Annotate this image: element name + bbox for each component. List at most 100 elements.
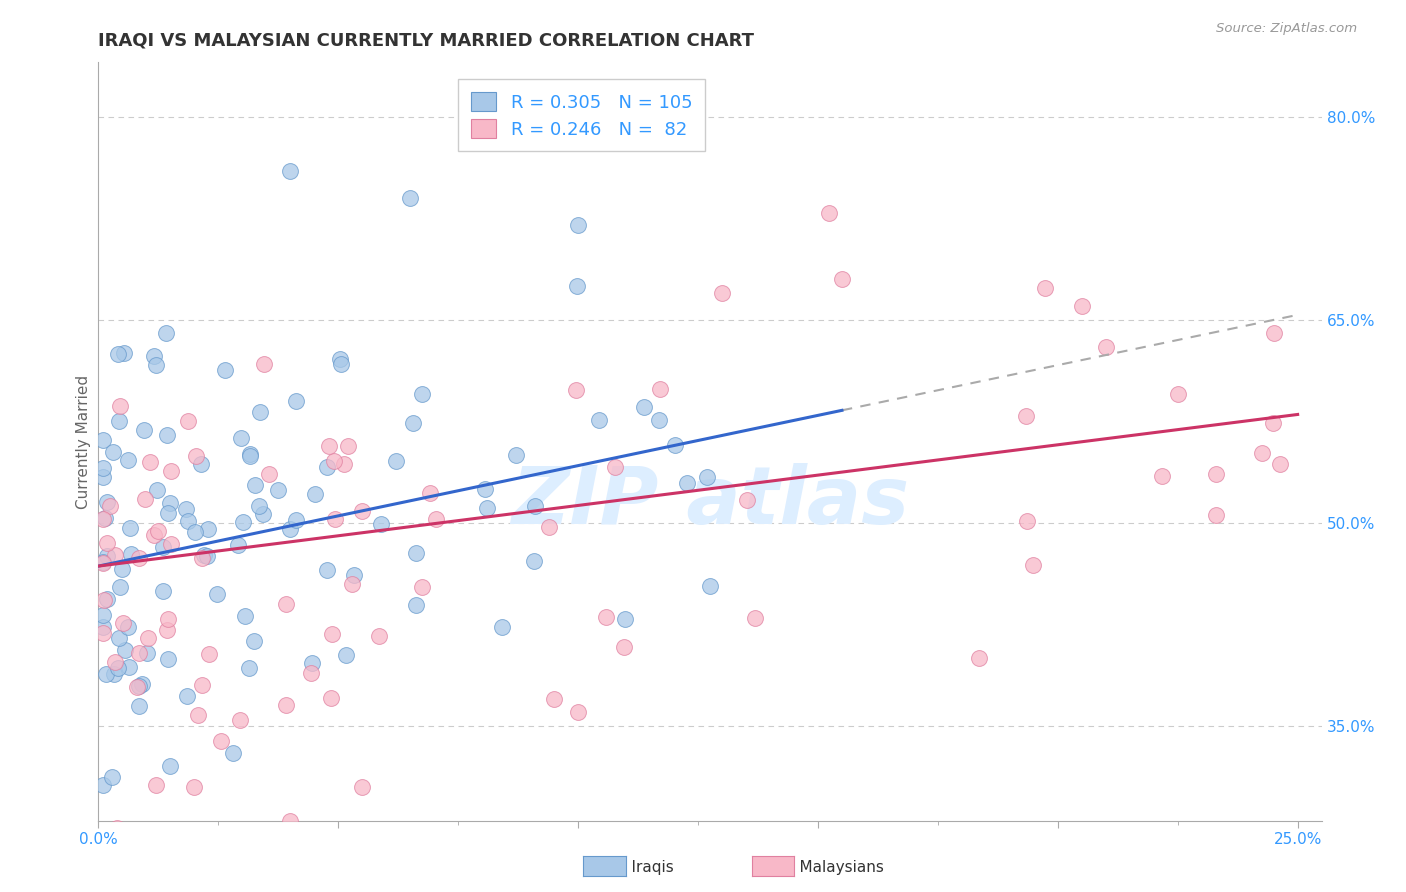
Point — [96, 549, 118, 563]
Point — [405, 598, 427, 612]
Point — [1152, 469, 1174, 483]
Text: ZIP atlas: ZIP atlas — [510, 463, 910, 541]
Point — [253, 357, 276, 371]
Point — [91, 608, 114, 623]
Point — [491, 620, 513, 634]
Point — [91, 469, 114, 483]
Point — [238, 661, 260, 675]
Point — [104, 655, 127, 669]
Point — [226, 538, 249, 552]
Point — [131, 677, 153, 691]
Point — [257, 467, 280, 481]
Point — [91, 778, 114, 792]
Point — [233, 609, 256, 624]
Point — [146, 483, 169, 497]
Text: Source: ZipAtlas.com: Source: ZipAtlas.com — [1216, 22, 1357, 36]
Point — [411, 580, 433, 594]
Point — [245, 478, 267, 492]
Point — [523, 554, 546, 568]
Point — [145, 358, 167, 372]
Point — [402, 417, 425, 431]
Text: Malaysians: Malaysians — [780, 860, 884, 874]
Point — [184, 524, 207, 539]
Point — [232, 515, 254, 529]
Point — [319, 690, 342, 705]
Point — [155, 326, 177, 340]
Point — [191, 678, 214, 692]
Point — [315, 459, 337, 474]
Point — [142, 835, 165, 849]
Point — [98, 499, 121, 513]
Point — [1015, 409, 1038, 423]
Point — [117, 620, 139, 634]
Point — [156, 427, 179, 442]
Point — [118, 520, 141, 534]
Point — [512, 833, 534, 847]
Point — [118, 659, 141, 673]
Point — [567, 278, 589, 293]
Point — [304, 487, 326, 501]
Point — [145, 779, 167, 793]
Point — [633, 400, 655, 414]
Point — [419, 486, 441, 500]
Point — [425, 512, 447, 526]
Point — [209, 734, 232, 748]
Point — [146, 524, 169, 538]
Point — [156, 623, 179, 637]
Point — [107, 661, 129, 675]
Point — [474, 482, 496, 496]
Point — [567, 218, 589, 232]
Point — [301, 656, 323, 670]
Point — [567, 706, 589, 720]
Point — [108, 580, 131, 594]
Point — [143, 349, 166, 363]
Point — [330, 358, 353, 372]
Point — [91, 461, 114, 475]
Point — [831, 272, 853, 286]
Point — [176, 689, 198, 703]
Point — [193, 549, 215, 563]
Point — [343, 568, 366, 582]
Y-axis label: Currently Married: Currently Married — [76, 375, 91, 508]
Point — [136, 646, 159, 660]
Point — [128, 646, 150, 660]
Point — [1205, 467, 1227, 481]
Point — [156, 652, 179, 666]
Point — [94, 666, 117, 681]
Point — [247, 499, 270, 513]
Point — [107, 347, 129, 361]
Point — [96, 592, 118, 607]
Point — [195, 549, 218, 563]
Point — [101, 771, 124, 785]
Point — [127, 680, 149, 694]
Point — [249, 405, 271, 419]
Point — [323, 512, 346, 526]
Point — [1070, 299, 1092, 313]
Point — [274, 698, 297, 713]
Point — [744, 610, 766, 624]
Point — [614, 612, 637, 626]
Point — [335, 648, 357, 662]
Point — [648, 382, 671, 396]
Point — [337, 438, 360, 452]
Point — [537, 520, 560, 534]
Point — [104, 548, 127, 562]
Point — [385, 454, 408, 468]
Point — [370, 517, 392, 532]
Point — [405, 545, 427, 559]
Point — [648, 412, 671, 426]
Point — [91, 433, 114, 447]
Point — [252, 507, 274, 521]
Point — [157, 507, 180, 521]
Point — [143, 528, 166, 542]
Point — [156, 611, 179, 625]
Point — [1263, 416, 1285, 430]
Text: IRAQI VS MALAYSIAN CURRENTLY MARRIED CORRELATION CHART: IRAQI VS MALAYSIAN CURRENTLY MARRIED COR… — [98, 31, 755, 49]
Point — [159, 759, 181, 773]
Point — [340, 577, 363, 591]
Point — [94, 510, 117, 524]
Point — [399, 191, 422, 205]
Point — [214, 363, 236, 377]
Point — [1268, 458, 1291, 472]
Point — [222, 746, 245, 760]
